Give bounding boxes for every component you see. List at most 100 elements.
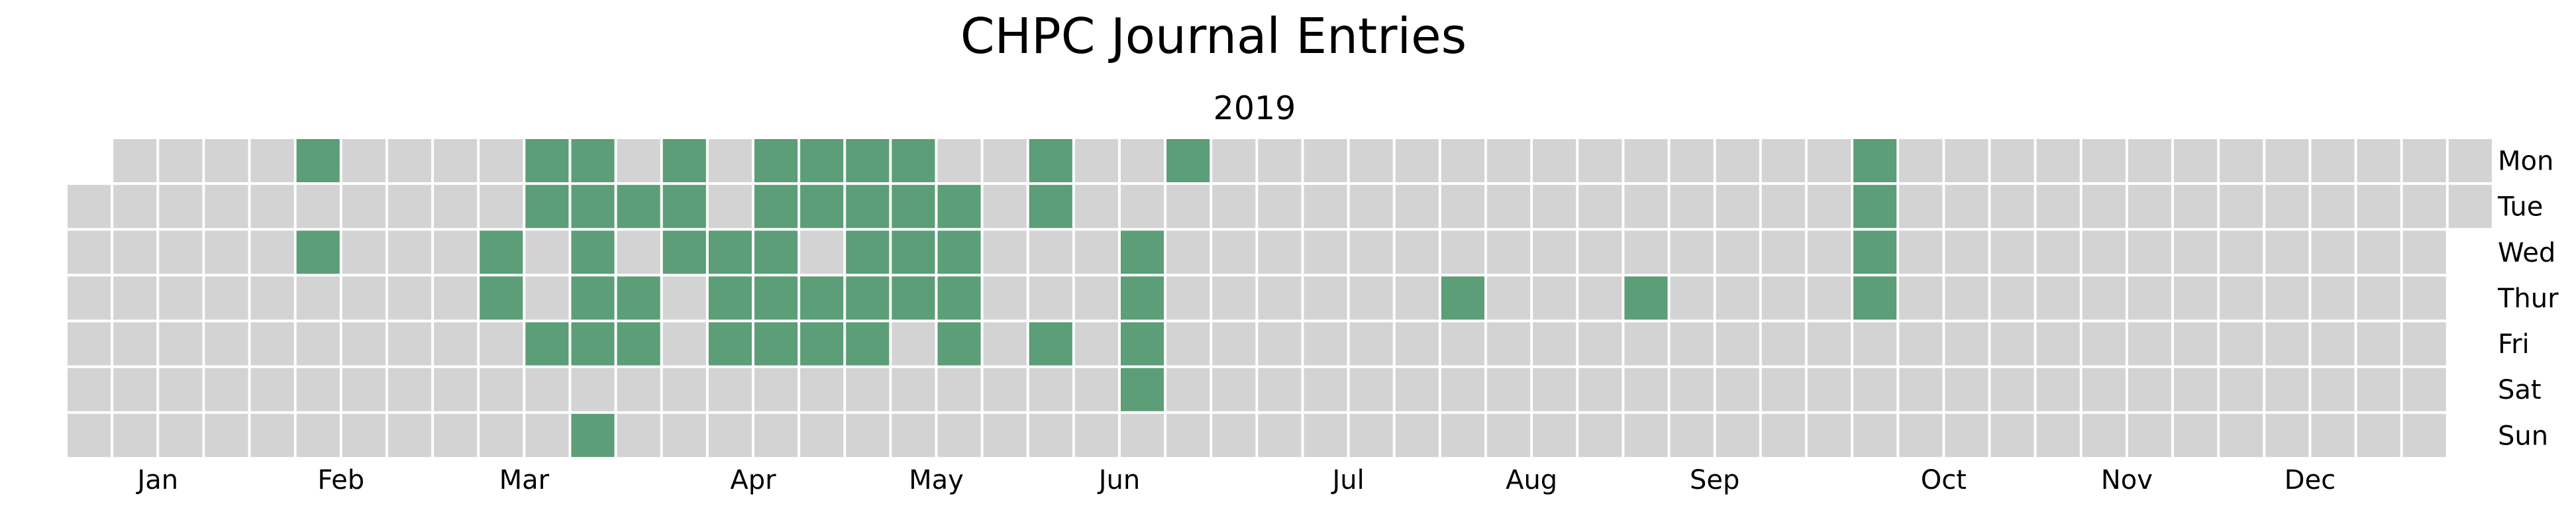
day-cell xyxy=(342,139,386,183)
day-cell-entry xyxy=(892,231,935,274)
day-cell xyxy=(1395,368,1439,411)
day-cell-entry xyxy=(1029,139,1072,183)
day-cell-entry xyxy=(1853,185,1897,229)
day-cell xyxy=(2311,413,2355,457)
day-cell xyxy=(1533,231,1576,274)
day-cell xyxy=(2082,139,2126,183)
day-cell xyxy=(983,231,1027,274)
day-cell xyxy=(1945,139,1988,183)
day-cell xyxy=(296,276,340,320)
day-cell-entry xyxy=(296,139,340,183)
day-cell xyxy=(1395,185,1439,229)
day-cell xyxy=(2402,231,2446,274)
day-cell xyxy=(205,276,248,320)
day-cell xyxy=(525,413,569,457)
month-labels: Jan Feb Mar Apr May Jun Jul Aug Sep Oct Nov Dec xyxy=(135,465,2336,495)
day-cell xyxy=(2173,185,2218,229)
day-cell xyxy=(250,231,294,274)
day-cell-entry xyxy=(800,139,844,183)
day-cell xyxy=(2357,231,2400,274)
month-label: May xyxy=(909,465,964,495)
day-cell xyxy=(1624,413,1668,457)
day-cell xyxy=(1304,413,1347,457)
day-cell-entry xyxy=(571,139,615,183)
day-cell xyxy=(1578,139,1622,183)
day-cell xyxy=(2402,413,2446,457)
day-cell xyxy=(1120,139,1164,183)
day-cell xyxy=(1304,368,1347,411)
day-cell xyxy=(617,139,660,183)
day-cell xyxy=(1761,185,1805,229)
day-cell xyxy=(1304,231,1347,274)
day-cell xyxy=(2173,231,2218,274)
day-cell xyxy=(2036,368,2080,411)
day-cell xyxy=(387,368,432,411)
day-cell xyxy=(159,276,203,320)
day-cells xyxy=(68,139,2492,457)
day-cell xyxy=(1441,322,1485,366)
month-label: Jan xyxy=(135,465,178,495)
day-cell xyxy=(1212,276,1256,320)
day-cell xyxy=(1899,276,1943,320)
day-cell xyxy=(892,413,935,457)
day-cell xyxy=(205,322,248,366)
day-cell xyxy=(480,322,523,366)
day-cell xyxy=(1807,139,1851,183)
month-label: Oct xyxy=(1921,465,1967,495)
day-cell xyxy=(159,368,203,411)
day-cell xyxy=(1761,231,1805,274)
day-cell xyxy=(1578,231,1622,274)
day-cell xyxy=(1990,368,2034,411)
day-cell xyxy=(1533,413,1576,457)
day-cell xyxy=(480,413,523,457)
day-cell xyxy=(2128,139,2171,183)
day-cell xyxy=(1807,276,1851,320)
day-cell xyxy=(434,139,478,183)
day-cell xyxy=(1304,276,1347,320)
day-cell xyxy=(1853,368,1897,411)
day-cell xyxy=(1395,276,1439,320)
day-cell xyxy=(1441,185,1485,229)
day-cell xyxy=(1304,322,1347,366)
day-cell xyxy=(1487,413,1531,457)
day-cell xyxy=(159,413,203,457)
day-cell xyxy=(1990,276,2034,320)
day-cell-entry xyxy=(937,185,981,229)
day-cell xyxy=(892,368,935,411)
day-cell-entry xyxy=(1120,322,1164,366)
day-cell xyxy=(2311,322,2355,366)
day-cell xyxy=(1487,231,1531,274)
day-cell xyxy=(2036,276,2080,320)
weekday-label: Tue xyxy=(2497,192,2543,223)
day-cell xyxy=(662,322,706,366)
day-cell xyxy=(159,231,203,274)
day-cell xyxy=(1304,139,1347,183)
day-cell xyxy=(159,185,203,229)
day-cell xyxy=(1761,413,1805,457)
day-cell-entry xyxy=(480,276,523,320)
chart-subtitle: 2019 xyxy=(1213,89,1296,127)
day-cell-entry xyxy=(662,185,706,229)
day-cell-entry xyxy=(617,185,660,229)
day-cell xyxy=(1349,231,1393,274)
day-cell-entry xyxy=(937,276,981,320)
day-cell xyxy=(1258,231,1302,274)
day-cell-entry xyxy=(1120,368,1164,411)
day-cell xyxy=(2448,185,2492,229)
day-cell xyxy=(2265,413,2309,457)
day-cell xyxy=(1533,322,1576,366)
day-cell-entry xyxy=(571,413,615,457)
day-cell-entry xyxy=(846,276,890,320)
day-cell-entry xyxy=(571,231,615,274)
day-cell xyxy=(113,413,157,457)
day-cell xyxy=(525,276,569,320)
day-cell xyxy=(2036,139,2080,183)
day-cell xyxy=(2402,139,2446,183)
day-cell xyxy=(1395,322,1439,366)
weekday-label: Fri xyxy=(2498,329,2530,360)
weekday-label: Sun xyxy=(2498,421,2548,451)
day-cell xyxy=(342,185,386,229)
day-cell xyxy=(1487,322,1531,366)
day-cell xyxy=(1487,368,1531,411)
